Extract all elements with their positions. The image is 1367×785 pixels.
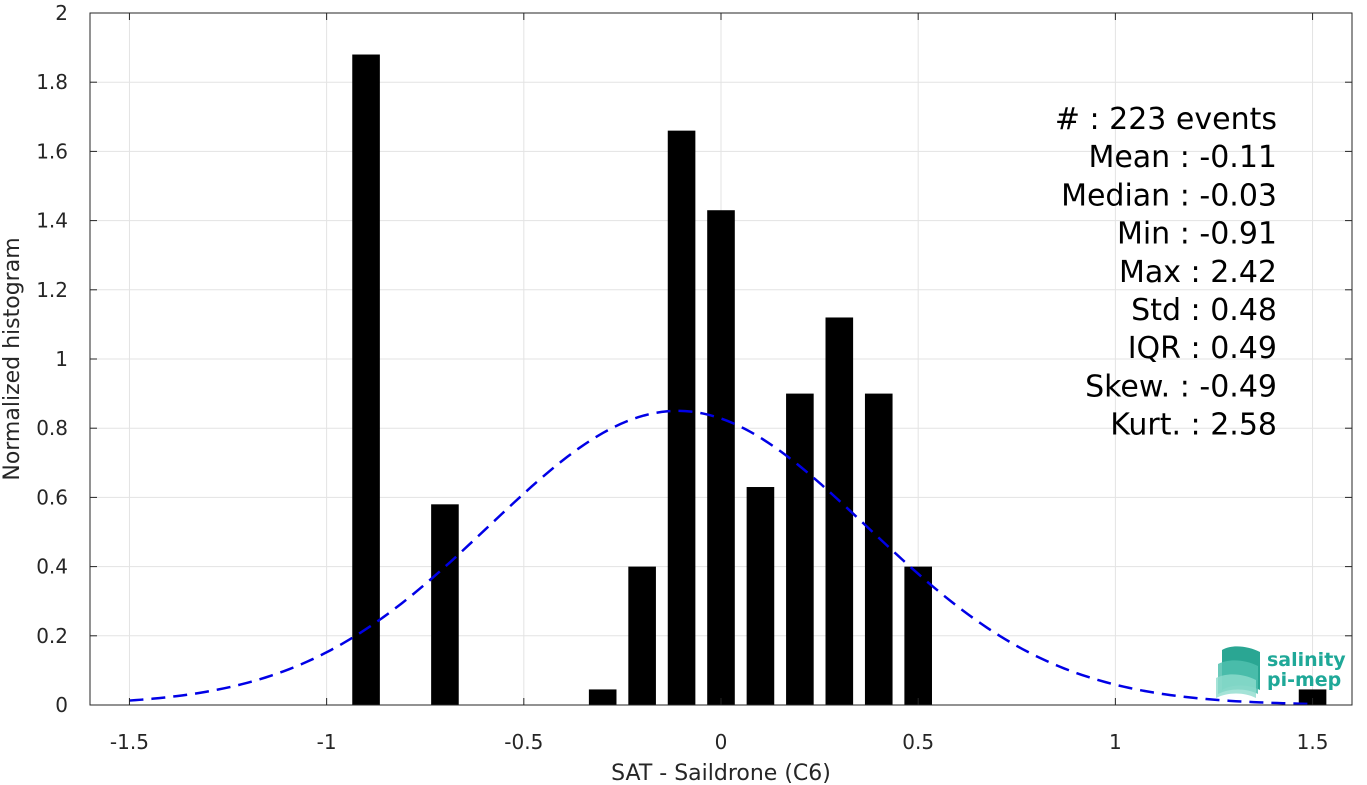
histogram-bar [746, 487, 775, 705]
logo-text-line2: pi-mep [1267, 669, 1341, 691]
stat-line: Max : 2.42 [1119, 255, 1277, 290]
y-tick-label: 0.6 [36, 485, 68, 509]
y-tick-label: 2 [55, 1, 68, 25]
stat-line: Std : 0.48 [1131, 293, 1277, 328]
histogram-bar [786, 393, 814, 705]
x-tick-label: -1.5 [110, 730, 149, 754]
stat-line: Skew. : -0.49 [1085, 369, 1277, 404]
x-tick-label: -0.5 [504, 730, 543, 754]
x-tick-label: 1 [1109, 730, 1122, 754]
y-tick-label: 1.4 [36, 209, 68, 233]
histogram-bar [864, 393, 893, 705]
stat-line: Kurt. : 2.58 [1110, 408, 1277, 443]
histogram-bar [904, 566, 932, 705]
x-tick-label: 1.5 [1297, 730, 1329, 754]
stat-line: Min : -0.91 [1117, 217, 1277, 252]
histogram-bar [667, 130, 696, 705]
y-tick-label: 1 [55, 347, 68, 371]
histogram-bar [707, 210, 735, 705]
x-axis-ticks: -1.5 -1 -0.5 0 0.5 1 1.5 [110, 13, 1329, 754]
y-axis-ticks: 0 0.2 0.4 0.6 0.8 1 1.2 1.4 1.6 1.8 2 [36, 1, 1352, 717]
y-tick-label: 0.8 [36, 416, 68, 440]
histogram-bar [628, 566, 656, 705]
stat-line: Median : -0.03 [1061, 178, 1277, 213]
y-tick-label: 1.6 [36, 139, 68, 163]
waves-icon [1216, 646, 1260, 698]
histogram-bar [431, 504, 459, 705]
stat-line: # : 223 events [1055, 102, 1277, 137]
y-axis-label: Normalized histogram [0, 237, 25, 480]
y-tick-label: 1.8 [36, 70, 68, 94]
x-tick-label: 0.5 [902, 730, 934, 754]
x-axis-label: SAT - Saildrone (C6) [611, 761, 831, 785]
histogram-bar [1298, 689, 1327, 705]
stat-line: IQR : 0.49 [1128, 331, 1277, 366]
normal-fit-curve [129, 409, 1313, 706]
y-tick-label: 0 [55, 693, 68, 717]
histogram-bar [825, 317, 854, 705]
x-tick-label: -1 [317, 730, 337, 754]
stat-line: Mean : -0.11 [1088, 140, 1277, 175]
y-tick-label: 0.4 [36, 555, 68, 579]
y-tick-label: 1.2 [36, 278, 68, 302]
salinity-pi-mep-logo: salinity pi-mep [1216, 646, 1346, 698]
histogram-bar [352, 54, 380, 705]
histogram-bar [588, 689, 617, 705]
y-tick-label: 0.2 [36, 624, 68, 648]
bar-series [352, 54, 1327, 705]
logo-text-line1: salinity [1267, 649, 1346, 671]
x-tick-label: 0 [715, 730, 728, 754]
